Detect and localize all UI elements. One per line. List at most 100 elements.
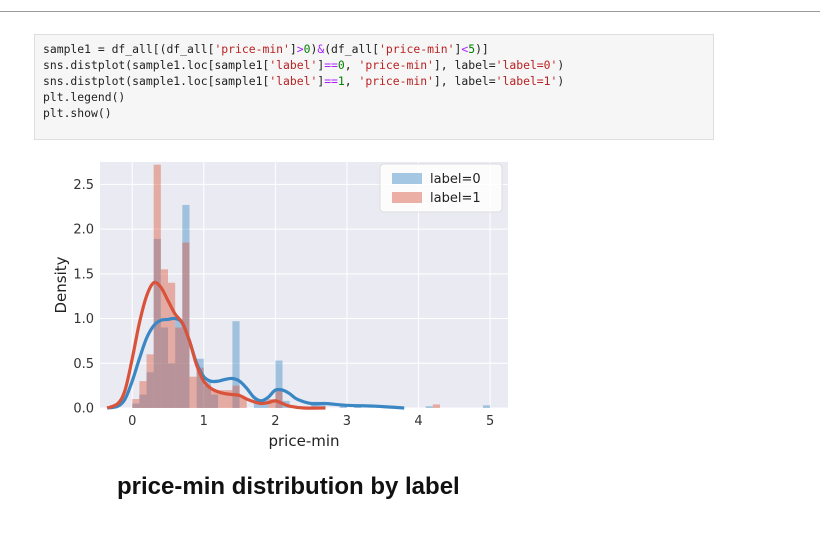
code-line: plt.legend()	[43, 89, 705, 105]
code-token: sns.distplot(sample1.loc[sample1[	[43, 58, 270, 72]
code-line: sns.distplot(sample1.loc[sample1['label'…	[43, 57, 705, 73]
histogram-bar	[482, 405, 491, 408]
histogram-bar	[203, 385, 211, 408]
x-tick-label: 0	[128, 414, 136, 429]
histogram-bar	[175, 327, 183, 408]
histogram-bar	[225, 390, 233, 408]
histogram-bar	[210, 394, 219, 408]
code-token: 'price-min'	[358, 58, 434, 72]
x-tick-label: 2	[271, 414, 279, 429]
histogram-bar	[275, 390, 283, 408]
histogram-bar	[146, 354, 154, 408]
code-token: 'label=1'	[495, 74, 558, 88]
code-block: sample1 = df_all[(df_all['price-min']>0)…	[43, 41, 705, 121]
histogram-bar	[153, 164, 161, 408]
chart-svg: 0 1 2 3 4 5 0.0 0.5 1.0 1.5 2.0 2.5 price-min Densi…	[44, 150, 516, 458]
histogram-bar	[160, 327, 168, 408]
code-token: 'price-min'	[358, 74, 434, 88]
kde-line	[106, 280, 326, 410]
histogram-bar	[146, 372, 154, 408]
x-tick-label: 4	[414, 414, 422, 429]
code-token: ]	[317, 58, 325, 72]
legend: label=0 label=1	[379, 163, 503, 213]
code-token: 'price-min'	[214, 42, 290, 56]
histogram-bar	[132, 399, 140, 408]
code-token: ]	[454, 42, 462, 56]
code-token: )	[557, 74, 565, 88]
code-token: ], label=	[433, 58, 496, 72]
histogram-bar	[218, 390, 226, 408]
code-cell[interactable]: sample1 = df_all[(df_all['price-min']>0)…	[34, 34, 714, 140]
code-token: >	[296, 42, 304, 56]
kde-curves	[106, 280, 405, 410]
x-axis-label: price-min	[268, 432, 339, 450]
code-token: ,	[344, 74, 359, 88]
y-tick-label: 0.5	[73, 357, 94, 372]
code-line: sample1 = df_all[(df_all['price-min']>0)…	[43, 41, 705, 57]
y-tick-label: 1.5	[73, 267, 94, 282]
histogram-bar	[196, 367, 204, 408]
code-token: ]	[289, 42, 297, 56]
code-token: 0	[337, 58, 345, 72]
code-token: <	[461, 42, 469, 56]
histogram-bar	[268, 399, 276, 408]
code-token: ], label=	[433, 74, 496, 88]
y-tick-label: 2.5	[73, 178, 94, 193]
code-token: 'label=0'	[495, 58, 558, 72]
code-token: sample1 = df_all[(df_all[	[43, 42, 215, 56]
code-token: 0	[303, 42, 311, 56]
code-token: (df_all[	[324, 42, 380, 56]
code-token: sns.distplot(sample1.loc[sample1[	[43, 74, 270, 88]
x-tick-label: 5	[486, 414, 494, 429]
axis-ticks: 0 1 2 3 4 5 0.0 0.5 1.0 1.5 2.0 2.5	[73, 178, 494, 429]
code-token: ]	[317, 74, 325, 88]
histogram-bar	[168, 282, 176, 408]
legend-label: label=0	[430, 172, 481, 187]
distribution-plot: 0 1 2 3 4 5 0.0 0.5 1.0 1.5 2.0 2.5 price-min Densi…	[44, 150, 516, 458]
code-token: )	[557, 58, 565, 72]
y-tick-label: 2.0	[73, 223, 94, 238]
code-token: ==	[324, 58, 338, 72]
histogram-bar	[275, 360, 283, 408]
legend-label: label=1	[430, 191, 481, 206]
code-token: plt.legend()	[43, 90, 126, 104]
histogram-bar	[196, 358, 204, 408]
histogram-bar	[210, 390, 219, 408]
code-token: 5	[468, 42, 476, 56]
legend-box	[379, 163, 503, 213]
histogram-bar	[168, 363, 176, 408]
histogram-bar	[425, 406, 433, 408]
top-divider	[0, 11, 820, 12]
code-token: )]	[475, 42, 489, 56]
histogram-bar	[139, 394, 147, 408]
y-tick-label: 1.0	[73, 312, 94, 327]
y-tick-label: 0.0	[73, 402, 94, 417]
code-token: plt.show()	[43, 106, 112, 120]
code-line: sns.distplot(sample1.loc[sample1['label'…	[43, 73, 705, 89]
histogram-bar	[139, 381, 147, 408]
legend-swatch	[392, 173, 422, 184]
histogram-bar	[232, 385, 240, 408]
code-token: 1	[337, 74, 345, 88]
code-token: &	[317, 42, 325, 56]
code-token: 'label'	[269, 58, 318, 72]
code-token: 'price-min'	[379, 42, 455, 56]
code-line: plt.show()	[43, 105, 705, 121]
y-axis-label: Density	[52, 256, 70, 313]
histogram-bar	[239, 397, 247, 408]
code-token: )	[310, 42, 318, 56]
histogram-bar	[160, 269, 168, 408]
code-token: ==	[324, 74, 338, 88]
x-tick-label: 3	[343, 414, 351, 429]
histogram-bar	[175, 318, 183, 408]
code-token: 'label'	[269, 74, 318, 88]
histogram-bar	[182, 204, 190, 408]
code-token: ,	[344, 58, 359, 72]
histogram-bar	[203, 381, 211, 408]
histogram-bar	[432, 404, 440, 408]
histogram-bar	[182, 242, 190, 408]
figure-caption: price-min distribution by label	[117, 473, 460, 500]
histogram-bar	[232, 321, 240, 408]
legend-swatch	[392, 192, 422, 203]
histogram-bar	[189, 376, 197, 408]
